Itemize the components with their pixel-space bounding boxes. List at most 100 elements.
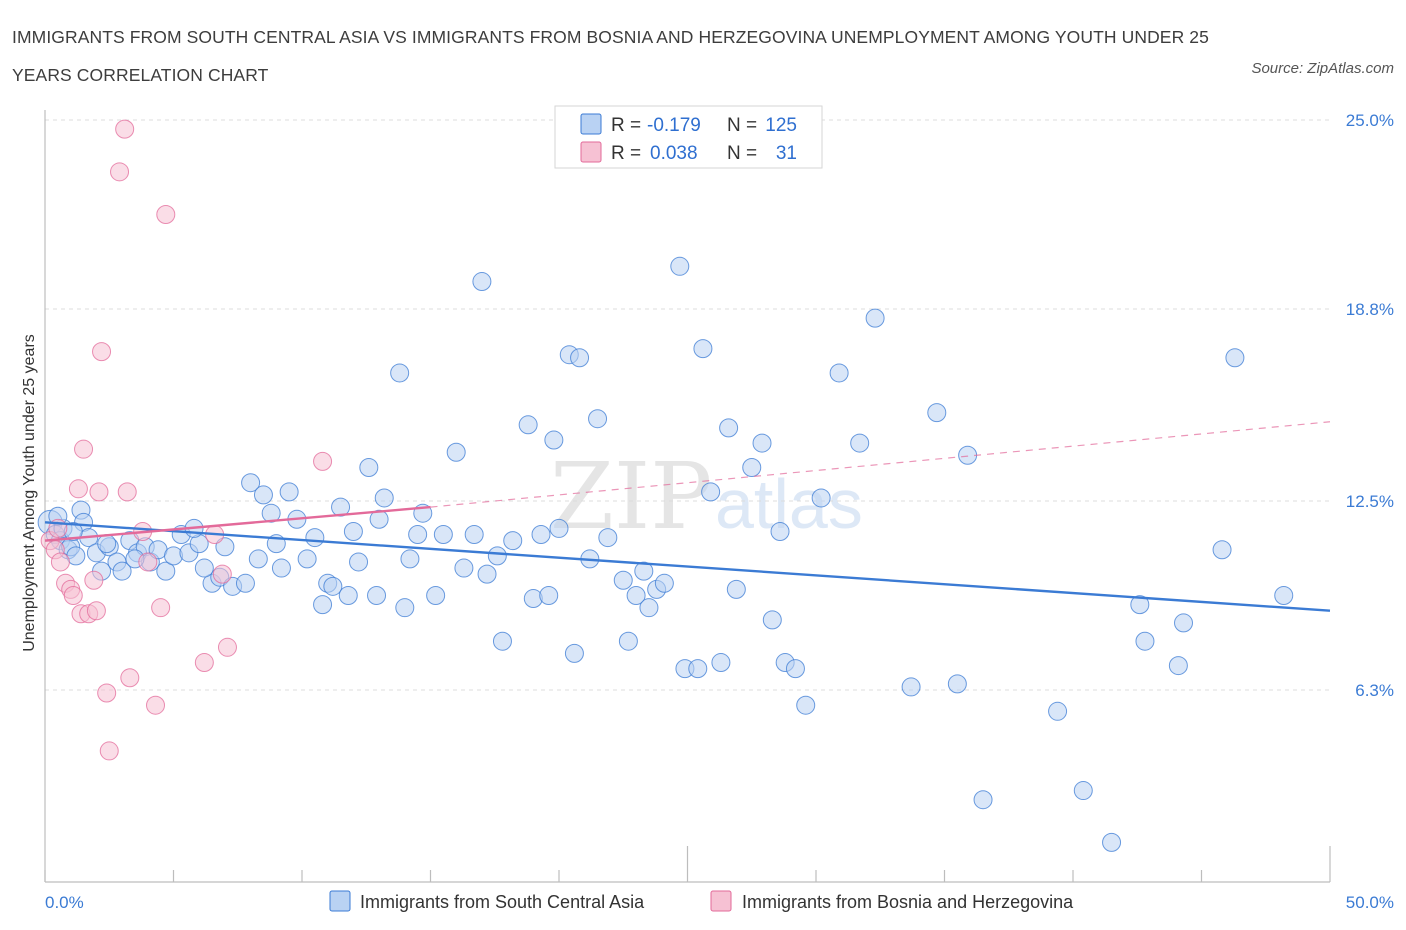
- point-blue-90: [742, 457, 762, 477]
- watermark-zip: ZIP: [550, 443, 712, 550]
- point-blue-110: [1135, 631, 1155, 651]
- point-pink-22: [138, 552, 158, 572]
- y-tick-labels: 25.0% 18.8% 12.5% 6.3%: [1346, 111, 1394, 700]
- point-blue-77: [626, 585, 646, 605]
- trend-line-pink: [44, 505, 431, 542]
- point-blue-88: [719, 418, 739, 438]
- point-blue-48: [390, 363, 410, 383]
- point-pink-23: [146, 695, 166, 715]
- y-tick-label-0: 25.0%: [1346, 111, 1394, 130]
- point-blue-75: [613, 570, 633, 590]
- legend-stats: R = -0.179 N = 125 R = 0.038 N = 31: [554, 105, 823, 169]
- point-pink-28: [212, 564, 232, 584]
- point-blue-39: [313, 595, 333, 615]
- legend-r-value-2: 0.038: [650, 143, 698, 164]
- point-blue-60: [487, 546, 507, 566]
- point-blue-45: [359, 457, 379, 477]
- point-blue-102: [927, 403, 947, 423]
- legend-series-swatch-blue: [329, 890, 351, 912]
- point-blue-59: [477, 564, 497, 584]
- legend-swatch-pink: [580, 141, 602, 163]
- point-blue-32: [253, 485, 273, 505]
- y-tick-label-1: 18.8%: [1346, 300, 1394, 319]
- point-pink-6: [63, 585, 83, 605]
- point-blue-71: [570, 348, 590, 368]
- point-blue-92: [762, 610, 782, 630]
- point-blue-121: [194, 558, 214, 578]
- point-blue-55: [446, 442, 466, 462]
- legend-series-label-pink: Immigrants from Bosnia and Herzegovina: [742, 892, 1074, 912]
- point-blue-54: [433, 525, 453, 545]
- legend-n-label-1: N =: [727, 115, 757, 136]
- point-blue-44: [349, 552, 369, 572]
- point-blue-104: [958, 445, 978, 465]
- point-pink-19: [117, 482, 137, 502]
- point-blue-33: [261, 503, 281, 523]
- point-blue-50: [400, 549, 420, 569]
- chart-title: IMMIGRANTS FROM SOUTH CENTRAL ASIA VS IM…: [12, 27, 1209, 85]
- legend-series: Immigrants from South Central Asia Immig…: [329, 890, 1074, 912]
- point-pink-25: [156, 204, 176, 224]
- point-blue-62: [503, 531, 523, 551]
- legend-n-value-1: 125: [765, 115, 797, 136]
- point-pink-3: [50, 552, 70, 572]
- point-blue-100: [865, 308, 885, 328]
- point-blue-112: [1174, 613, 1194, 633]
- point-blue-115: [1274, 585, 1294, 605]
- point-blue-64: [523, 589, 543, 609]
- point-blue-106: [1048, 701, 1068, 721]
- legend-n-label-2: N =: [727, 143, 757, 164]
- point-blue-49: [395, 598, 415, 618]
- point-blue-14: [112, 561, 132, 581]
- legend-series-swatch-pink: [710, 890, 732, 912]
- point-blue-103: [947, 674, 967, 694]
- x-tick-label-max: 50.0%: [1346, 893, 1394, 912]
- point-blue-97: [811, 488, 831, 508]
- point-blue-20: [156, 561, 176, 581]
- point-blue-105: [973, 790, 993, 810]
- point-pink-16: [99, 741, 119, 761]
- point-blue-63: [518, 415, 538, 435]
- point-pink-30: [313, 451, 333, 471]
- point-blue-73: [588, 409, 608, 429]
- y-axis-label: Unemployment Among Youth under 25 years: [21, 334, 38, 652]
- point-blue-38: [305, 528, 325, 548]
- point-pink-15: [97, 683, 117, 703]
- point-blue-66: [539, 585, 559, 605]
- point-blue-78: [634, 561, 654, 581]
- trend-line-blue: [44, 521, 1331, 612]
- point-blue-82: [670, 256, 690, 276]
- point-blue-89: [726, 579, 746, 599]
- point-pink-24: [151, 598, 171, 618]
- point-pink-11: [84, 570, 104, 590]
- point-blue-79: [639, 598, 659, 618]
- point-blue-96: [796, 695, 816, 715]
- point-pink-18: [115, 119, 135, 139]
- point-pink-9: [74, 439, 94, 459]
- point-blue-37: [297, 549, 317, 569]
- legend-r-label-2: R =: [611, 143, 641, 164]
- point-blue-111: [1168, 656, 1188, 676]
- point-blue-29: [235, 573, 255, 593]
- point-blue-21: [164, 546, 183, 566]
- point-blue-27: [215, 537, 235, 557]
- point-blue-35: [279, 482, 299, 502]
- point-blue-114: [1225, 348, 1245, 368]
- point-blue-67: [544, 430, 564, 450]
- point-blue-76: [618, 631, 638, 651]
- point-blue-53: [426, 585, 446, 605]
- point-blue-46: [367, 585, 387, 605]
- point-blue-51: [408, 525, 428, 545]
- point-pink-20: [120, 668, 140, 688]
- point-blue-113: [1212, 540, 1232, 560]
- point-blue-43: [338, 585, 358, 605]
- legend-series-label-blue: Immigrants from South Central Asia: [360, 892, 645, 912]
- point-blue-58: [472, 272, 492, 292]
- point-blue-91: [752, 433, 772, 453]
- point-blue-31: [248, 549, 268, 569]
- point-pink-7: [68, 479, 88, 499]
- y-tick-label-2: 12.5%: [1346, 492, 1394, 511]
- point-pink-13: [89, 482, 109, 502]
- point-blue-84: [688, 659, 708, 679]
